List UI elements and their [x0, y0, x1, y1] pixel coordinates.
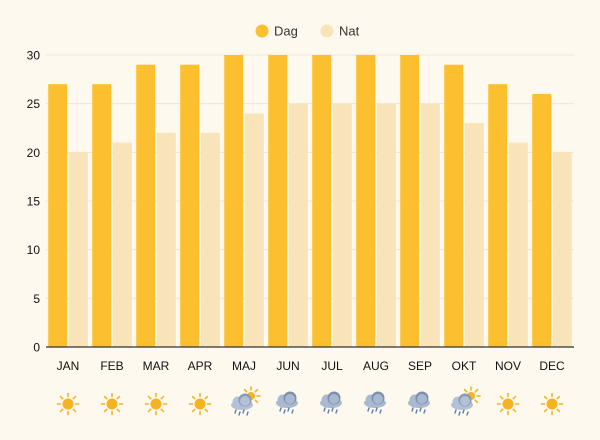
sun-icon — [188, 392, 212, 416]
rain-cloud-icon — [408, 391, 430, 414]
y-tick-label: 20 — [27, 146, 41, 160]
bar-dag-jan — [48, 84, 68, 347]
bar-nat-sep — [420, 103, 440, 348]
bar-nat-mar — [156, 132, 176, 347]
x-tick-label: JUL — [321, 359, 343, 373]
bar-dag-mar — [136, 64, 156, 347]
legend-item-dag: Dag — [255, 24, 298, 39]
bar-nat-feb — [112, 142, 132, 347]
y-axis-ticks: 0 5 10 15 20 25 30 — [27, 49, 41, 355]
y-tick-label: 0 — [33, 341, 40, 355]
x-tick-label: NOV — [495, 359, 521, 373]
y-tick-label: 25 — [27, 97, 41, 111]
bar-nat-nov — [508, 142, 528, 347]
legend-swatch — [255, 24, 269, 38]
bars — [46, 55, 574, 348]
legend-item-nat: Nat — [320, 24, 360, 39]
x-tick-label: OKT — [452, 359, 477, 373]
bar-nat-dec — [552, 152, 572, 347]
bar-dag-maj — [224, 55, 244, 347]
bar-nat-apr — [200, 132, 220, 347]
bar-nat-jan — [68, 152, 88, 347]
legend-label: Nat — [339, 24, 360, 39]
x-tick-label: JUN — [276, 359, 299, 373]
rain-cloud-icon — [364, 391, 386, 414]
x-tick-label: DEC — [539, 359, 565, 373]
y-tick-label: 5 — [33, 292, 40, 306]
legend-label: Dag — [274, 24, 298, 39]
bar-nat-jul — [332, 103, 352, 348]
y-tick-label: 30 — [27, 49, 41, 63]
weather-icons — [56, 386, 564, 416]
x-axis-labels: JAN FEB MAR APR MAJ JUN JUL AUG SEP OKT NOV DEC — [57, 359, 565, 373]
sun-icon — [100, 392, 124, 416]
bar-dag-dec — [532, 93, 552, 347]
legend-swatch — [320, 24, 334, 38]
bar-nat-jun — [288, 103, 308, 348]
x-tick-label: AUG — [363, 359, 389, 373]
y-tick-label: 10 — [27, 243, 41, 257]
x-tick-label: APR — [188, 359, 213, 373]
x-tick-label: MAJ — [232, 359, 256, 373]
x-tick-label: SEP — [408, 359, 432, 373]
x-tick-label: FEB — [100, 359, 123, 373]
bar-dag-feb — [92, 84, 112, 347]
bar-dag-nov — [488, 84, 508, 347]
sun-icon — [56, 392, 80, 416]
bar-dag-sep — [400, 55, 420, 347]
x-tick-label: MAR — [143, 359, 170, 373]
sun-icon — [496, 392, 520, 416]
sun-rain-cloud-icon — [451, 386, 481, 416]
bar-dag-jun — [268, 55, 288, 347]
sun-rain-cloud-icon — [231, 386, 261, 416]
y-tick-label: 15 — [27, 195, 41, 209]
bar-dag-jul — [312, 55, 332, 347]
bar-dag-aug — [356, 55, 376, 347]
bar-nat-aug — [376, 103, 396, 348]
bar-dag-apr — [180, 64, 200, 347]
rain-cloud-icon — [320, 391, 342, 414]
bar-nat-okt — [464, 123, 484, 347]
bar-dag-okt — [444, 64, 464, 347]
bar-nat-maj — [244, 113, 264, 348]
sun-icon — [540, 392, 564, 416]
grid-lines — [46, 54, 574, 299]
x-tick-label: JAN — [57, 359, 80, 373]
rain-cloud-icon — [276, 391, 298, 414]
sun-icon — [144, 392, 168, 416]
legend: Dag Nat — [255, 24, 360, 39]
